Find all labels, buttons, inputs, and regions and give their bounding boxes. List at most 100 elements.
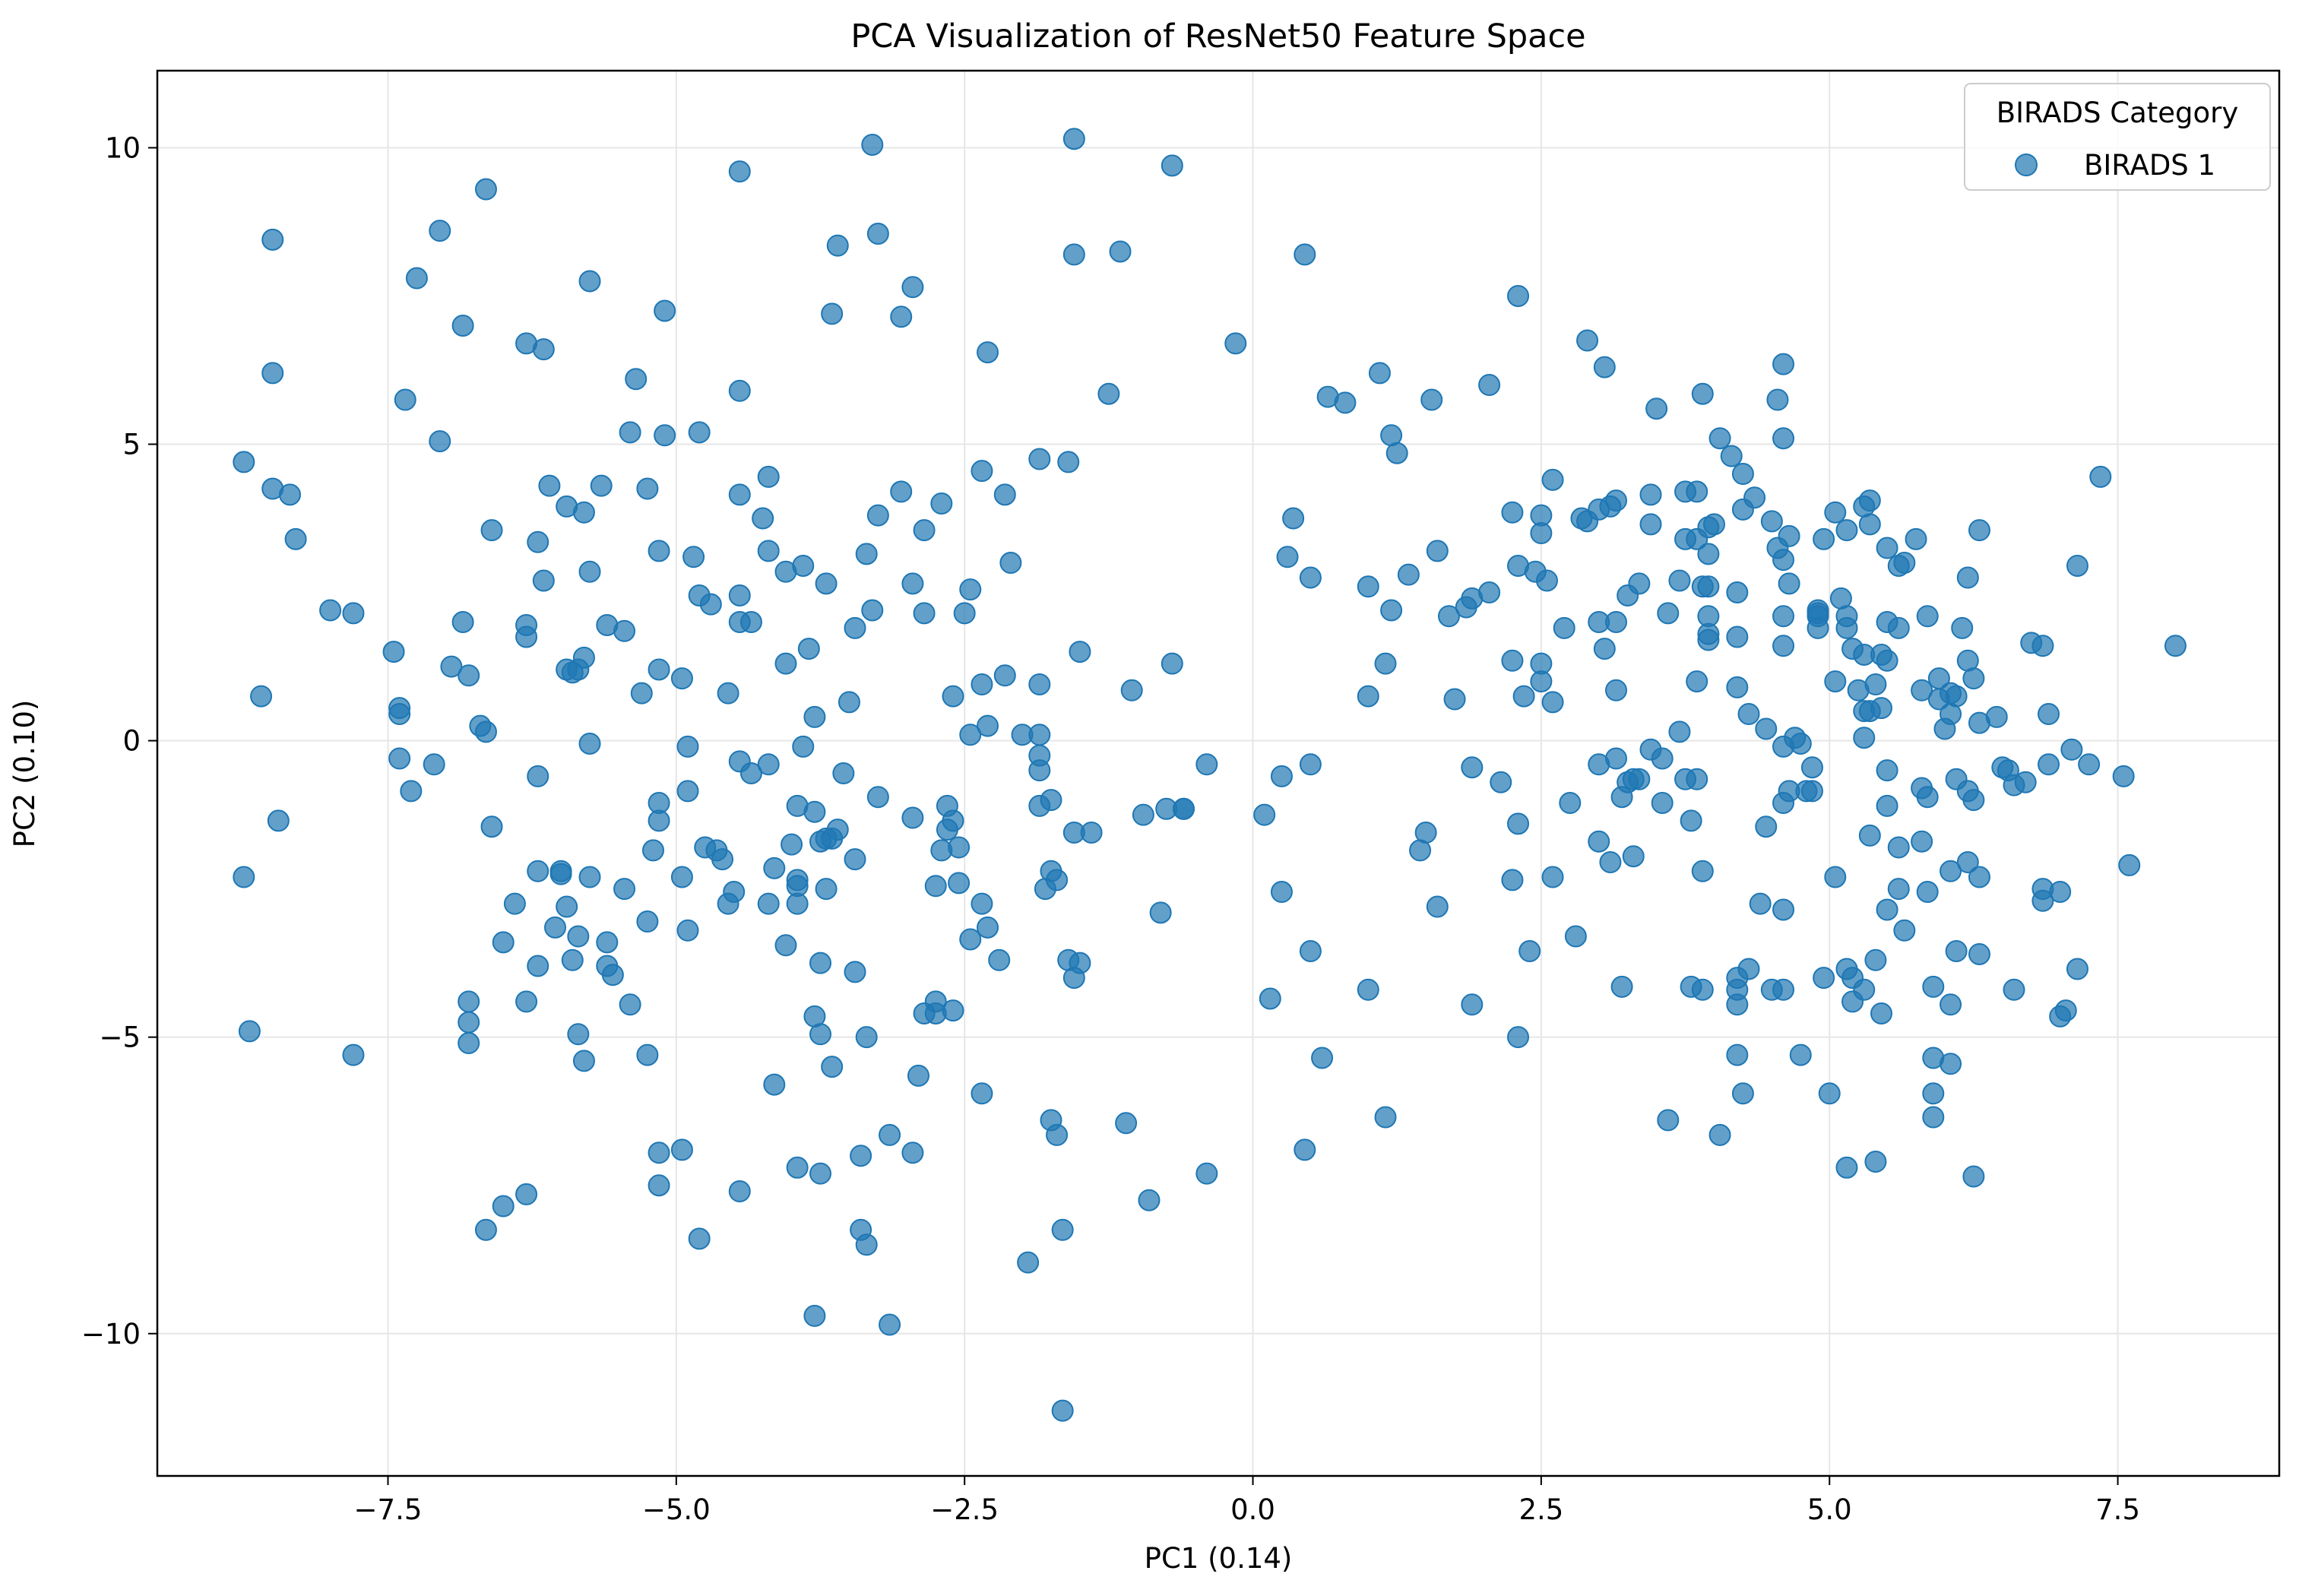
- x-axis-label: PC1 (0.14): [1145, 1542, 1293, 1575]
- data-point: [1057, 451, 1080, 473]
- data-point: [474, 178, 497, 201]
- data-point: [1426, 540, 1449, 562]
- data-point: [1639, 483, 1662, 506]
- data-point: [284, 527, 307, 550]
- data-point: [866, 504, 889, 527]
- data-point: [238, 1020, 261, 1043]
- data-point: [1772, 978, 1795, 1001]
- data-point: [1818, 1082, 1841, 1105]
- data-point: [527, 530, 549, 553]
- data-point: [838, 691, 860, 714]
- data-point: [1807, 616, 1829, 639]
- data-point: [993, 483, 1016, 506]
- data-point: [619, 421, 641, 444]
- data-point: [1138, 1189, 1161, 1211]
- legend-box: [1964, 83, 2271, 191]
- data-point: [1576, 329, 1599, 352]
- data-point: [1691, 860, 1714, 882]
- data-point: [578, 560, 601, 583]
- data-point: [1876, 759, 1898, 782]
- data-point: [2014, 771, 2037, 793]
- data-point: [977, 341, 999, 364]
- y-tick-label: 10: [105, 131, 141, 164]
- data-point: [1357, 978, 1379, 1001]
- data-point: [1778, 524, 1800, 547]
- data-point: [2078, 753, 2101, 776]
- data-point: [1651, 792, 1674, 815]
- data-point: [1911, 679, 1933, 701]
- legend-title: BIRADS Category: [1997, 97, 2239, 129]
- data-point: [1847, 679, 1870, 701]
- data-point: [832, 762, 855, 784]
- data-point: [1864, 948, 1887, 971]
- data-point: [527, 765, 549, 787]
- data-point: [1813, 527, 1835, 550]
- data-point: [532, 569, 555, 592]
- data-point: [440, 655, 463, 678]
- data-point: [1605, 489, 1627, 512]
- data-point: [1887, 878, 1910, 901]
- data-point: [1559, 792, 1582, 815]
- data-point: [959, 928, 982, 951]
- data-point: [1824, 501, 1847, 524]
- data-point: [1062, 967, 1085, 990]
- data-point: [1299, 753, 1322, 776]
- data-point: [1731, 498, 1754, 521]
- data-point: [1702, 513, 1725, 536]
- data-point: [2118, 853, 2141, 876]
- data-point: [728, 1180, 751, 1203]
- data-point: [1657, 602, 1680, 625]
- data-point: [1824, 866, 1847, 888]
- data-point: [1397, 563, 1420, 586]
- data-point: [1437, 605, 1460, 628]
- data-point: [866, 223, 889, 245]
- data-point: [901, 1142, 924, 1164]
- data-point: [1737, 958, 1760, 980]
- data-point: [855, 1026, 878, 1049]
- data-point: [2112, 765, 2135, 787]
- data-point: [480, 519, 503, 542]
- data-point: [942, 685, 964, 708]
- data-point: [1789, 732, 1812, 755]
- data-point: [1686, 768, 1708, 790]
- data-point: [1530, 670, 1553, 693]
- data-point: [458, 1011, 480, 1034]
- data-point: [567, 1023, 590, 1046]
- data-point: [1887, 836, 1910, 859]
- data-point: [1870, 1002, 1892, 1024]
- data-point: [405, 267, 428, 290]
- data-point: [1224, 332, 1247, 355]
- data-point: [809, 1023, 831, 1046]
- data-point: [757, 540, 780, 562]
- data-point: [567, 925, 590, 948]
- data-point: [1282, 507, 1305, 530]
- grid-layer: [157, 71, 2279, 1476]
- data-point: [648, 658, 670, 681]
- data-point: [1040, 789, 1062, 812]
- data-point: [1968, 942, 1990, 965]
- data-point: [538, 474, 561, 497]
- data-point: [1270, 881, 1293, 904]
- data-point: [1588, 830, 1610, 853]
- x-tick-label: −2.5: [930, 1493, 999, 1526]
- data-point: [544, 916, 566, 939]
- data-point: [1916, 881, 1939, 904]
- data-point: [1772, 353, 1795, 375]
- data-point: [458, 664, 480, 687]
- data-point: [977, 916, 999, 939]
- data-point: [757, 892, 780, 915]
- data-point: [474, 720, 497, 743]
- data-point: [578, 270, 601, 293]
- data-point: [971, 892, 993, 915]
- y-tick-label: 5: [122, 429, 141, 461]
- data-point: [1720, 445, 1743, 467]
- data-point: [1645, 397, 1668, 420]
- data-point: [1911, 830, 1933, 853]
- data-point: [561, 948, 584, 971]
- data-point: [1541, 866, 1564, 888]
- data-point: [1461, 756, 1484, 779]
- data-point: [942, 999, 964, 1022]
- data-point: [1109, 240, 1132, 263]
